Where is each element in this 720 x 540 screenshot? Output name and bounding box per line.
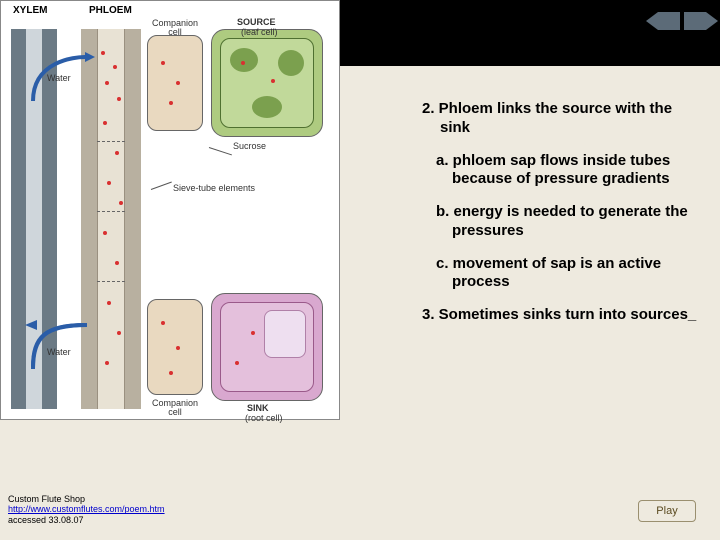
sieve-plate [97, 281, 125, 282]
companion-cell-top [147, 35, 203, 131]
header-phloem: PHLOEM [89, 5, 132, 16]
citation-link[interactable]: http://www.customflutes.com/poem.htm [8, 504, 165, 514]
label-sink: SINK [247, 403, 269, 413]
label-companion: Companion cell [145, 19, 205, 37]
point-2b: b. energy is needed to generate the pres… [452, 203, 700, 241]
point-3: 3. Sometimes sinks turn into sources_ [400, 306, 700, 325]
sink-cell [211, 293, 323, 401]
label-source-sub: (leaf cell) [241, 27, 278, 37]
point-2a: a. phloem sap flows inside tubes because… [452, 152, 700, 190]
phloem-diagram: XYLEM PHLOEM [0, 0, 340, 420]
phloem-tube [97, 29, 125, 409]
citation-title: Custom Flute Shop [8, 494, 165, 505]
companion-cell-bottom [147, 299, 203, 395]
label-water-top: Water [47, 73, 71, 83]
sieve-plate [97, 141, 125, 142]
nav-arrows [646, 12, 706, 30]
play-button[interactable]: Play [638, 500, 696, 522]
header-xylem: XYLEM [13, 5, 47, 16]
arrow-back-icon[interactable] [658, 12, 680, 30]
citation-date: accessed 33.08.07 [8, 515, 165, 526]
label-source: SOURCE [237, 17, 276, 27]
point-2: 2. Phloem links the source with the sink [400, 100, 700, 138]
label-sucrose: Sucrose [233, 141, 266, 151]
label-water-bottom: Water [47, 347, 71, 357]
label-sink-sub: (root cell) [245, 413, 283, 423]
point-2c: c. movement of sap is an active process [452, 255, 700, 293]
source-cell [211, 29, 323, 137]
citation: Custom Flute Shop http://www.customflute… [8, 494, 165, 526]
play-label: Play [656, 505, 677, 517]
sieve-plate [97, 211, 125, 212]
label-companion2: Companion cell [145, 399, 205, 417]
label-sieve: Sieve-tube elements [173, 183, 255, 193]
phloem-tube [125, 29, 141, 409]
arrow-forward-icon[interactable] [684, 12, 706, 30]
text-panel: 2. Phloem links the source with the sink… [400, 100, 700, 325]
xylem-tube [11, 29, 25, 409]
